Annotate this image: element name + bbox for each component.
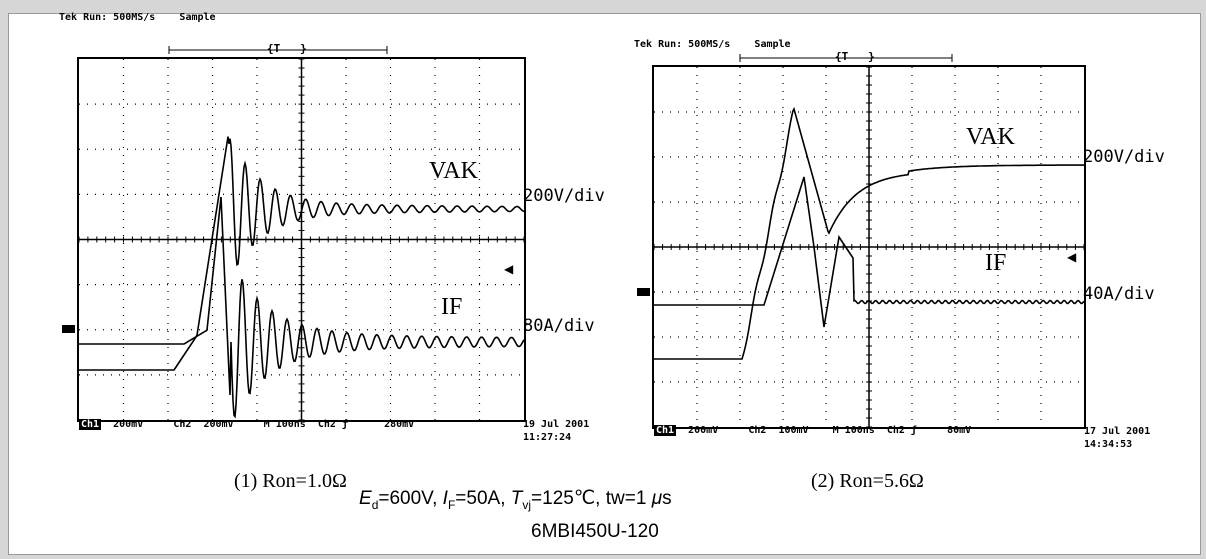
- scope1-header: Tek Run: 500MS/s Sample: [59, 12, 216, 23]
- scope1-time: 11:27:24: [523, 432, 572, 443]
- scope1-vak-scale: 200V/div: [523, 186, 605, 206]
- scope2-trigger-label: {T }: [835, 50, 875, 63]
- scope2-trace-vak: [654, 106, 1084, 360]
- scope1-date: 19 Jul 2001: [523, 419, 590, 430]
- scope1-ch1-marker: [62, 325, 75, 333]
- model-label: 6MBI450U-120: [531, 521, 659, 542]
- scope2-date: 17 Jul 2001: [1084, 426, 1151, 437]
- caption-1: (1) Ron=1.0Ω: [234, 470, 347, 492]
- scope1-footer: Ch1 200mV Ch2 200mV M 100ns Ch2 ƒ 280mV: [79, 419, 415, 430]
- scope2-vak-scale: 200V/div: [1083, 147, 1165, 167]
- scope2-if-scale: 40A/div: [1083, 284, 1155, 304]
- scope2-trace-if: [654, 176, 1084, 328]
- scope1-trace-if: [79, 196, 524, 419]
- scope2-series-vak-label: VAK: [966, 124, 1015, 150]
- scope2-ch1-marker: [637, 288, 650, 296]
- scope1-trigger-arrow: ◀: [504, 262, 514, 276]
- scope2-header: Tek Run: 500MS/s Sample: [634, 39, 791, 50]
- scope2-trigger-arrow: ◀: [1067, 250, 1077, 264]
- test-conditions: Ed=600V, IF=50A, Tvj=125℃, tw=1 μs: [359, 488, 672, 512]
- scope1-series-vak-label: VAK: [429, 158, 478, 184]
- scope1-series-if-label: IF: [441, 294, 463, 320]
- scope2-footer: Ch1 200mV Ch2 100mV M 100ns Ch2 ƒ 80mV: [654, 425, 972, 436]
- scope1-plot: [79, 59, 524, 420]
- scope1-trigger-label: {T }: [267, 42, 307, 55]
- scope2-screen: [652, 65, 1086, 429]
- scope1-screen: [77, 57, 526, 422]
- scope1-if-scale: 80A/div: [523, 316, 595, 336]
- scope2-plot: [654, 67, 1084, 427]
- scope1-trigger-bracket: [168, 46, 388, 54]
- scope1-trace-vak: [79, 136, 524, 371]
- scope2-trigger-bracket: [739, 54, 953, 62]
- caption-2: (2) Ron=5.6Ω: [811, 470, 924, 492]
- scope2-time: 14:34:53: [1084, 439, 1133, 450]
- scope2-series-if-label: IF: [985, 250, 1007, 276]
- figure-panel: Tek Run: 500MS/s Sample {T } VAK IF 200V…: [8, 12, 1201, 555]
